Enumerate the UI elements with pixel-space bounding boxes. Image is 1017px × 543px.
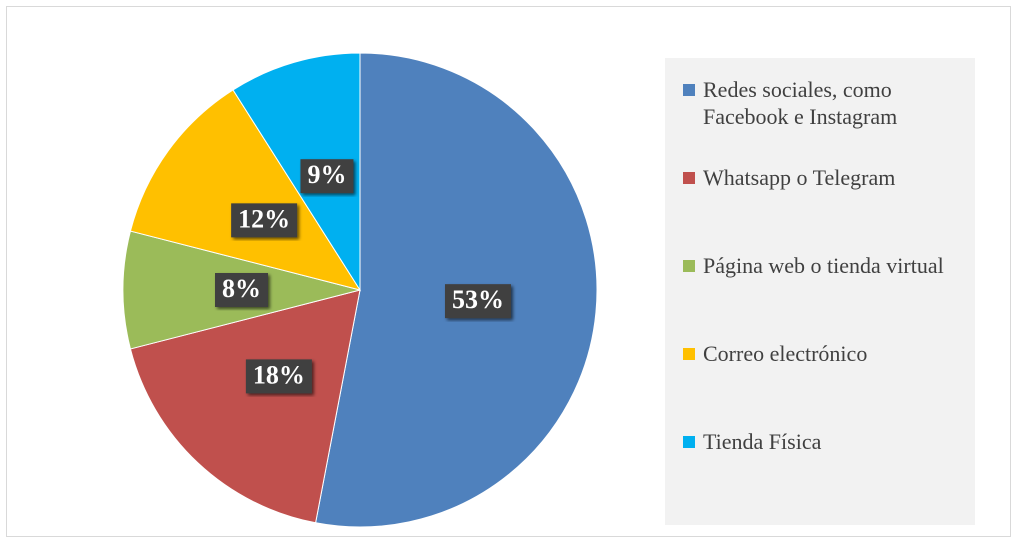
pie-slice	[232, 52, 361, 292]
data-label-box	[300, 159, 354, 194]
data-label-box	[215, 273, 268, 307]
pie-slice	[129, 289, 361, 524]
legend-marker	[683, 84, 695, 96]
legend-entry: Correo electrónico	[683, 340, 963, 367]
legend-label: Tienda Física	[703, 429, 822, 454]
legend-entry: Redes sociales, como Facebook e Instagra…	[683, 76, 963, 130]
legend-entry: Whatsapp o Telegram	[683, 164, 963, 191]
chart-border	[6, 6, 1011, 537]
legend-label: Redes sociales, como Facebook e Instagra…	[703, 77, 898, 129]
data-label-box	[444, 284, 511, 319]
data-label: 53%	[452, 285, 504, 314]
legend-marker	[683, 436, 695, 448]
data-label: 8%	[222, 274, 261, 303]
legend: Redes sociales, como Facebook e Instagra…	[665, 58, 975, 525]
legend-marker	[683, 348, 695, 360]
legend-entry: Tienda Física	[683, 428, 963, 455]
data-label: 9%	[307, 160, 346, 189]
legend-marker	[683, 172, 695, 184]
data-label-box	[231, 203, 298, 238]
legend-label: Correo electrónico	[703, 341, 868, 366]
legend-entry: Página web o tienda virtual	[683, 252, 963, 279]
legend-label: Whatsapp o Telegram	[703, 165, 896, 190]
data-label: 18%	[253, 360, 305, 389]
legend-marker	[683, 260, 695, 272]
data-label: 12%	[238, 204, 290, 233]
pie-slice	[129, 89, 362, 291]
data-label-box	[245, 359, 312, 394]
legend-label: Página web o tienda virtual	[703, 253, 944, 278]
